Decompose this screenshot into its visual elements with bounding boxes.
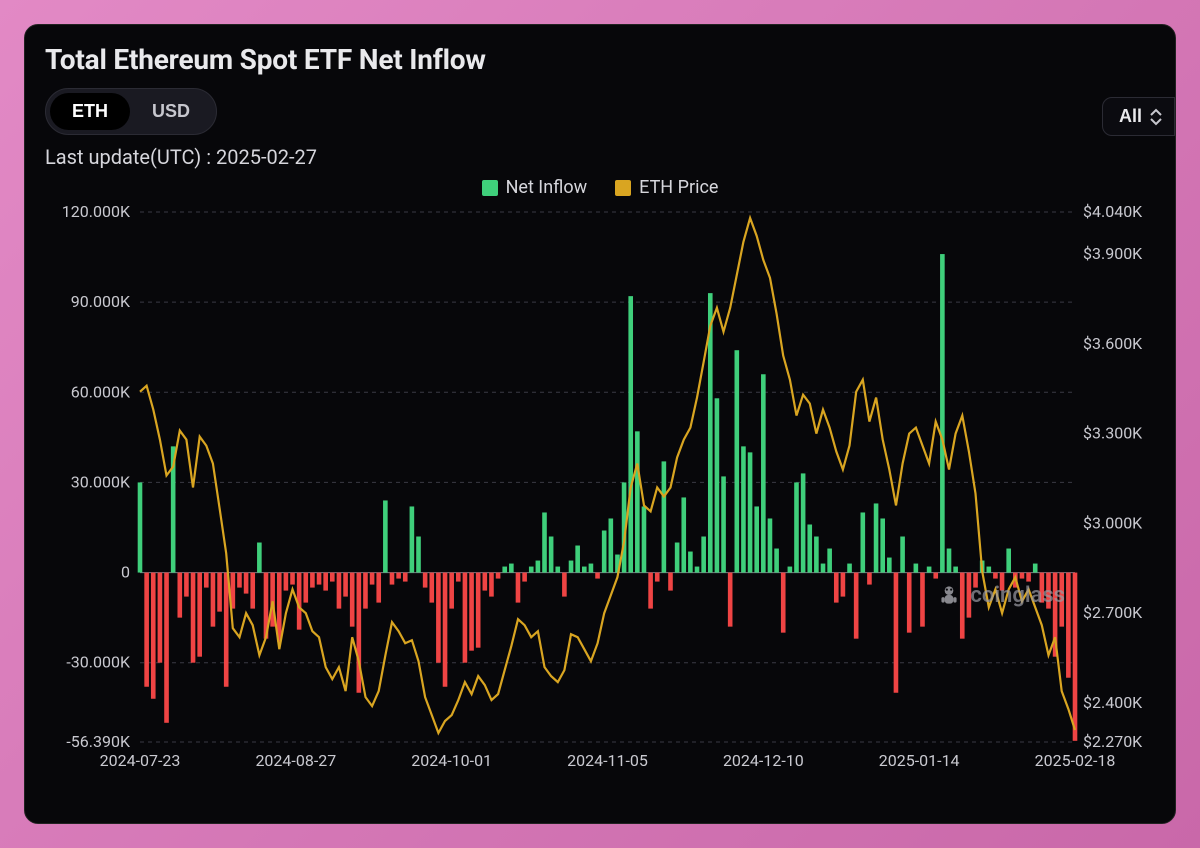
svg-text:$2.400K: $2.400K bbox=[1083, 693, 1143, 712]
svg-text:120.000K: 120.000K bbox=[62, 202, 131, 221]
range-selector[interactable]: All bbox=[1102, 97, 1175, 136]
chart-svg: -56.390K -30.000K 0 30.000K 60.000K 90.000K 12… bbox=[45, 202, 1155, 782]
svg-text:2025-01-14: 2025-01-14 bbox=[879, 751, 960, 770]
chart-area: -56.390K -30.000K 0 30.000K 60.000K 90.000K 12… bbox=[45, 202, 1155, 782]
svg-text:$3.300K: $3.300K bbox=[1083, 424, 1143, 443]
svg-text:$2.270K: $2.270K bbox=[1083, 732, 1143, 751]
svg-text:2024-12-10: 2024-12-10 bbox=[723, 751, 804, 770]
svg-text:2024-10-01: 2024-10-01 bbox=[411, 751, 492, 770]
currency-segmented: ETH USD bbox=[45, 88, 217, 135]
card-title: Total Ethereum Spot ETF Net Inflow bbox=[45, 43, 1155, 76]
last-update-value: 2025-02-27 bbox=[216, 145, 317, 169]
svg-text:90.000K: 90.000K bbox=[71, 292, 131, 311]
svg-text:$3.900K: $3.900K bbox=[1083, 244, 1143, 263]
svg-text:$3.600K: $3.600K bbox=[1083, 334, 1143, 353]
legend-label-netinflow: Net Inflow bbox=[506, 177, 588, 198]
legend: Net Inflow ETH Price bbox=[45, 177, 1155, 198]
legend-swatch-price bbox=[615, 180, 631, 196]
last-update: Last update(UTC) : 2025-02-27 bbox=[45, 145, 1155, 169]
svg-text:-56.390K: -56.390K bbox=[66, 732, 131, 751]
svg-text:2024-11-05: 2024-11-05 bbox=[567, 751, 648, 770]
chevrons-icon bbox=[1148, 108, 1164, 126]
legend-label-price: ETH Price bbox=[639, 177, 718, 198]
segment-usd[interactable]: USD bbox=[130, 93, 212, 130]
svg-text:0: 0 bbox=[121, 563, 130, 582]
svg-text:$3.000K: $3.000K bbox=[1083, 513, 1143, 532]
svg-text:2024-07-23: 2024-07-23 bbox=[100, 751, 181, 770]
legend-item-netinflow[interactable]: Net Inflow bbox=[482, 177, 588, 198]
svg-text:-30.000K: -30.000K bbox=[66, 653, 131, 672]
svg-text:$4.040K: $4.040K bbox=[1083, 202, 1143, 221]
svg-text:2024-08-27: 2024-08-27 bbox=[255, 751, 336, 770]
svg-text:$2.700K: $2.700K bbox=[1083, 603, 1143, 622]
legend-swatch-netinflow bbox=[482, 180, 498, 196]
segment-eth[interactable]: ETH bbox=[50, 93, 130, 130]
range-label: All bbox=[1119, 106, 1142, 127]
svg-text:60.000K: 60.000K bbox=[71, 382, 131, 401]
svg-text:30.000K: 30.000K bbox=[71, 472, 131, 491]
legend-item-price[interactable]: ETH Price bbox=[615, 177, 718, 198]
chart-card: Total Ethereum Spot ETF Net Inflow ETH U… bbox=[24, 24, 1176, 824]
controls-row: ETH USD bbox=[45, 88, 1155, 135]
svg-text:2025-02-18: 2025-02-18 bbox=[1035, 751, 1116, 770]
last-update-label: Last update(UTC) : bbox=[45, 145, 216, 169]
